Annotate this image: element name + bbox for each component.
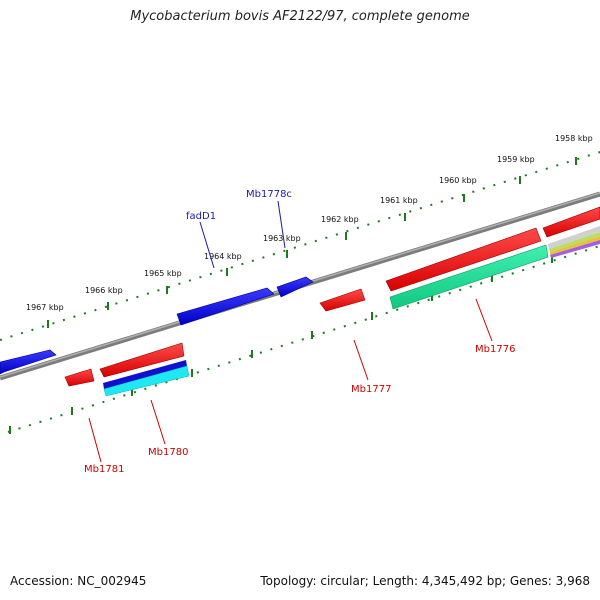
- scale-label: 1960 kbp: [439, 176, 477, 185]
- gene-red-right-edge[interactable]: [542, 206, 600, 238]
- gene-label-Mb1776[interactable]: Mb1776: [475, 344, 515, 355]
- accession-text: Accession: NC_002945: [10, 574, 147, 588]
- gene-label-Mb1780[interactable]: Mb1780: [148, 447, 188, 458]
- scale-label: 1958 kbp: [555, 134, 593, 143]
- gene-fadD1[interactable]: [176, 287, 275, 326]
- gene-label-Mb1778c[interactable]: Mb1778c: [246, 189, 292, 200]
- scale-label: 1963 kbp: [263, 234, 301, 243]
- scale-labels: 1958 kbp 1959 kbp 1960 kbp 1961 kbp 1962…: [26, 134, 593, 312]
- gene-Mb1778c[interactable]: [276, 276, 314, 298]
- genome-summary-text: Topology: circular; Length: 4,345,492 bp…: [260, 574, 590, 588]
- cds-colored-stack[interactable]: [548, 226, 600, 249]
- cds-features: [103, 226, 600, 397]
- scale-label: 1965 kbp: [144, 269, 182, 278]
- cds-Mb1780-cyan[interactable]: [103, 365, 190, 397]
- scale-label: 1962 kbp: [321, 215, 359, 224]
- scale-ticks: [47, 157, 577, 328]
- scale-label: 1964 kbp: [204, 252, 242, 261]
- genome-title: Mycobacterium bovis AF2122/97, complete …: [130, 9, 470, 24]
- scale-label: 1959 kbp: [497, 155, 535, 164]
- reverse-strand-genes: [64, 206, 600, 387]
- gene-label-fadD1[interactable]: fadD1: [186, 211, 216, 222]
- gene-Mb1781[interactable]: [64, 368, 95, 387]
- cds-Mb1776[interactable]: [389, 244, 549, 310]
- gene-Mb1777[interactable]: [319, 288, 366, 312]
- reverse-tick-track: [7, 245, 600, 433]
- scale-label: 1961 kbp: [380, 196, 418, 205]
- forward-strand-genes: [0, 276, 314, 375]
- gene-labels: Mb1778c fadD1 Mb1776 Mb1777 Mb1780 Mb178…: [84, 189, 515, 475]
- gene-Mb1776[interactable]: [385, 227, 542, 292]
- scale-label: 1967 kbp: [26, 303, 64, 312]
- gene-label-Mb1777[interactable]: Mb1777: [351, 384, 391, 395]
- gene-Mb1780[interactable]: [99, 342, 185, 378]
- gene-arrow-left-edge[interactable]: [0, 349, 57, 375]
- scale-label: 1966 kbp: [85, 286, 123, 295]
- cds-Mb1780-blue[interactable]: [103, 360, 187, 389]
- label-leaders: [88, 200, 493, 463]
- gene-label-Mb1781[interactable]: Mb1781: [84, 464, 124, 475]
